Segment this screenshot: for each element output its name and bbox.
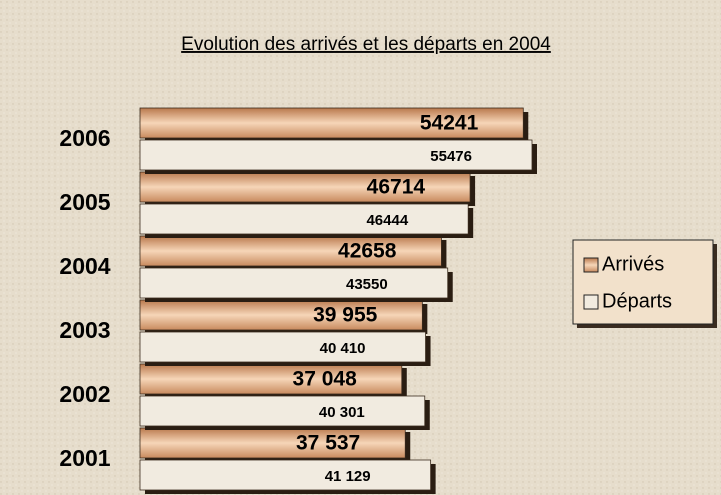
- y-tick-label: 2005: [59, 189, 110, 215]
- legend-box: [572, 239, 714, 325]
- data-label: 39 955: [313, 304, 378, 327]
- y-tick-label: 2002: [59, 381, 110, 407]
- bar: [139, 267, 449, 299]
- data-label: 40 301: [319, 404, 365, 421]
- legend-label: Arrivés: [602, 253, 664, 275]
- data-label: 40 410: [320, 340, 366, 357]
- data-label: 42658: [338, 240, 397, 263]
- legend-swatch: [583, 257, 599, 273]
- bar: [139, 459, 432, 491]
- legend-swatch: [583, 294, 599, 310]
- bar: [139, 107, 524, 139]
- data-label: 46714: [367, 176, 426, 199]
- legend: [572, 239, 717, 328]
- data-label: 46444: [366, 212, 408, 229]
- bar: [139, 331, 426, 363]
- bar: [139, 235, 442, 267]
- bar: [139, 363, 403, 395]
- bar: [139, 395, 426, 427]
- legend-label: Départs: [602, 290, 672, 312]
- chart-title: Evolution des arrivés et les départs en …: [181, 34, 551, 55]
- bar: [139, 299, 423, 331]
- data-label: 54241: [420, 112, 479, 135]
- y-tick-label: 2004: [59, 253, 110, 279]
- bar: [139, 427, 406, 459]
- data-label: 43550: [346, 276, 388, 293]
- bar: [139, 139, 533, 171]
- y-tick-label: 2001: [59, 445, 110, 471]
- data-label: 37 048: [293, 368, 358, 391]
- y-tick-label: 2003: [59, 317, 110, 343]
- data-label: 55476: [430, 148, 472, 165]
- bar: [139, 203, 469, 235]
- data-label: 41 129: [325, 468, 371, 485]
- data-label: 37 537: [296, 432, 360, 455]
- y-tick-label: 2006: [59, 125, 110, 151]
